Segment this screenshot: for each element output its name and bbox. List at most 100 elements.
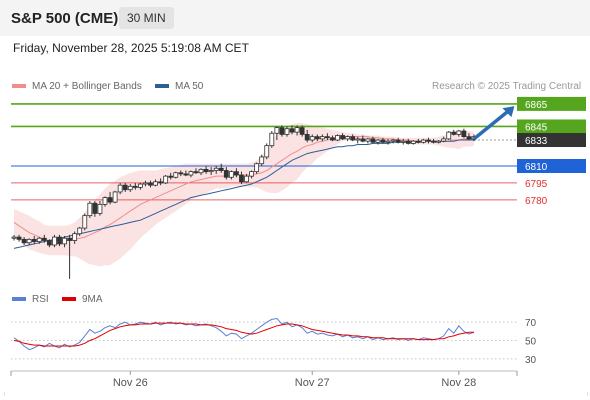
rsi-swatch (12, 297, 26, 302)
candle (345, 135, 351, 142)
level-label-6780: 6780 (525, 196, 548, 207)
candle (218, 163, 224, 173)
candle (62, 235, 67, 248)
candle (213, 165, 219, 174)
candle (405, 138, 411, 145)
candle-body (77, 227, 83, 235)
credit-text: Research © 2025 Trading Central (432, 81, 582, 92)
candle (264, 143, 270, 160)
candle-body (203, 168, 209, 173)
candle-body (107, 197, 113, 203)
candle (107, 191, 113, 205)
candle-body (436, 140, 442, 143)
candle (208, 167, 214, 176)
legend-label-9ma: 9MA (82, 294, 103, 305)
candle (77, 226, 83, 236)
candle (390, 138, 396, 144)
candle (335, 134, 340, 142)
candle (380, 137, 386, 144)
candle-body (274, 127, 280, 134)
candle-body (370, 138, 376, 143)
candle-body (426, 139, 431, 142)
candle (244, 173, 249, 183)
level-label-6810: 6810 (517, 158, 586, 173)
candle (127, 184, 133, 192)
level-label-6795: 6795 (525, 179, 548, 190)
level-label-6845: 6845 (517, 119, 586, 134)
candle (143, 180, 148, 187)
candle-body (254, 163, 260, 173)
candle (239, 171, 244, 185)
candle-body (26, 238, 32, 244)
candle-body (249, 171, 254, 177)
candle-body (405, 140, 411, 144)
candle-body (330, 137, 335, 141)
candle (168, 172, 174, 180)
candle (350, 134, 356, 142)
candle-body (163, 175, 169, 184)
header-bar (0, 0, 590, 36)
candle (153, 179, 158, 187)
candle (26, 238, 32, 246)
candle (319, 134, 325, 142)
candle-body (213, 167, 219, 171)
candle (234, 168, 239, 178)
candle (279, 125, 285, 137)
candle (395, 137, 401, 144)
candle (325, 133, 330, 141)
candle-body (446, 131, 452, 140)
candle-body (41, 237, 47, 241)
candle (87, 200, 93, 218)
level-label-6833: 6833 (517, 133, 586, 148)
timestamp: Friday, November 28, 2025 5:19:08 AM CET (13, 41, 249, 55)
candle-body (208, 170, 214, 173)
candle (400, 138, 406, 145)
candle (254, 162, 260, 174)
candle-body (52, 236, 57, 246)
candle (92, 200, 98, 217)
candle (67, 234, 73, 279)
candle (102, 196, 108, 207)
timeframe-button[interactable]: 30 MIN (119, 7, 174, 29)
candle-body (441, 138, 447, 142)
candle (466, 133, 472, 141)
rsi-ma-swatch (62, 297, 76, 302)
candle (426, 137, 431, 144)
level-value: 6833 (525, 136, 548, 147)
candle (183, 170, 189, 177)
candle (314, 134, 320, 142)
candle (188, 170, 194, 178)
candle (132, 182, 138, 190)
candle-body (148, 182, 153, 186)
candle (57, 234, 62, 247)
candle-body (461, 130, 467, 138)
candle (72, 231, 78, 244)
candle-body (92, 202, 98, 214)
candle-body (223, 170, 229, 178)
candle (112, 190, 118, 204)
level-tag (517, 158, 586, 173)
level-value: 6845 (525, 122, 548, 133)
candle-body (16, 236, 22, 240)
candle-body (400, 140, 406, 143)
candle-body (340, 135, 345, 140)
candle-body (284, 128, 290, 135)
candle (461, 128, 467, 138)
legend-item-rsi: RSI (12, 294, 49, 305)
candle (436, 140, 442, 144)
candle (16, 234, 22, 242)
level-value: 6865 (525, 100, 548, 111)
candle-body (31, 238, 37, 243)
candle-body (173, 172, 179, 178)
candle-body (385, 140, 391, 143)
candle-body (228, 171, 234, 178)
candle (11, 234, 17, 241)
candle (431, 138, 436, 144)
candle-body (158, 181, 163, 184)
candle (299, 125, 305, 137)
candle (203, 165, 209, 174)
candle (228, 170, 234, 180)
candle (193, 168, 199, 174)
candle-body (244, 175, 249, 183)
